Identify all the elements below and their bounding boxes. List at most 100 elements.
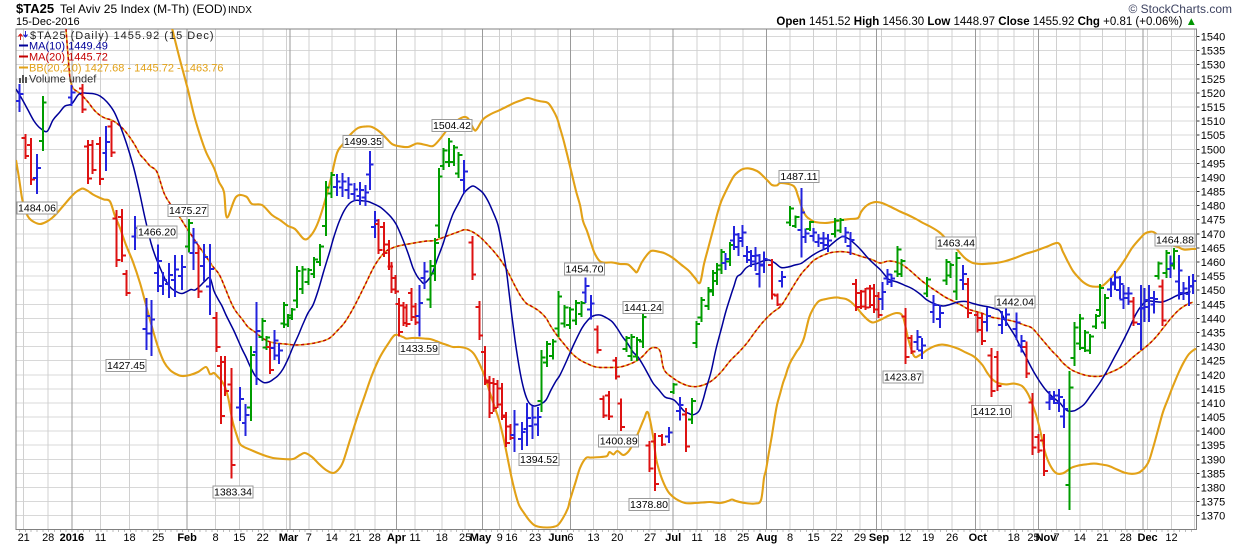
svg-text:INDX: INDX [228, 5, 252, 16]
svg-text:1499.35: 1499.35 [344, 136, 382, 148]
svg-text:1433.59: 1433.59 [400, 343, 438, 355]
svg-text:1380: 1380 [1201, 483, 1225, 495]
svg-text:28: 28 [369, 532, 381, 544]
svg-text:1383.34: 1383.34 [214, 487, 252, 499]
svg-text:Aug: Aug [756, 532, 777, 544]
svg-text:1485: 1485 [1201, 187, 1225, 199]
svg-text:1410: 1410 [1201, 398, 1225, 410]
svg-text:1430: 1430 [1201, 342, 1225, 354]
svg-text:1530: 1530 [1201, 60, 1225, 72]
svg-text:1484.06: 1484.06 [18, 203, 56, 215]
svg-text:BB(20,2.0) 1427.68 - 1445.72 -: BB(20,2.0) 1427.68 - 1445.72 - 1463.76 [29, 63, 223, 75]
svg-text:1475.27: 1475.27 [169, 205, 207, 217]
svg-text:1390: 1390 [1201, 454, 1225, 466]
svg-text:Open 1451.52 High 1456.30 Low: Open 1451.52 High 1456.30 Low 1448.97 Cl… [776, 16, 1197, 28]
svg-text:25: 25 [152, 532, 164, 544]
svg-text:28: 28 [1120, 532, 1132, 544]
svg-text:1475: 1475 [1201, 215, 1225, 227]
svg-text:25: 25 [737, 532, 749, 544]
svg-text:1378.80: 1378.80 [630, 499, 668, 511]
svg-text:1412.10: 1412.10 [973, 406, 1011, 418]
svg-text:9: 9 [497, 532, 503, 544]
svg-text:7: 7 [1054, 532, 1060, 544]
svg-text:11: 11 [691, 532, 702, 544]
svg-text:1490: 1490 [1201, 172, 1225, 184]
svg-text:1464.88: 1464.88 [1156, 235, 1194, 247]
svg-text:1445: 1445 [1201, 299, 1225, 311]
svg-text:1423.87: 1423.87 [884, 372, 922, 384]
svg-text:13: 13 [587, 532, 599, 544]
svg-text:Oct: Oct [969, 532, 988, 544]
svg-text:$TA25 (Daily) 1455.92 (15 Dec): $TA25 (Daily) 1455.92 (15 Dec) [30, 30, 214, 42]
svg-text:1455: 1455 [1201, 271, 1225, 283]
svg-text:Jun: Jun [548, 532, 568, 544]
svg-text:1405: 1405 [1201, 412, 1225, 424]
svg-text:Apr: Apr [387, 532, 407, 544]
svg-text:18: 18 [714, 532, 726, 544]
svg-text:© StockCharts.com: © StockCharts.com [1128, 2, 1232, 16]
svg-text:15: 15 [233, 532, 245, 544]
svg-text:Mar: Mar [279, 532, 299, 544]
svg-text:2016: 2016 [60, 532, 84, 544]
svg-text:1425: 1425 [1201, 356, 1225, 368]
svg-text:16: 16 [505, 532, 517, 544]
svg-text:7: 7 [306, 532, 312, 544]
svg-text:1505: 1505 [1201, 130, 1225, 142]
svg-text:1540: 1540 [1201, 32, 1225, 44]
svg-text:1515: 1515 [1201, 102, 1225, 114]
svg-text:1441.24: 1441.24 [624, 302, 662, 314]
svg-text:28: 28 [42, 532, 54, 544]
svg-text:1370: 1370 [1201, 511, 1225, 523]
svg-text:1525: 1525 [1201, 74, 1225, 86]
svg-text:1385: 1385 [1201, 468, 1225, 480]
svg-text:1394.52: 1394.52 [520, 454, 558, 466]
svg-text:1454.70: 1454.70 [566, 264, 604, 276]
svg-text:11: 11 [95, 532, 106, 544]
svg-text:MA(20) 1445.72: MA(20) 1445.72 [29, 52, 108, 64]
svg-text:Sep: Sep [869, 532, 889, 544]
svg-text:11: 11 [409, 532, 420, 544]
svg-text:May: May [470, 532, 492, 544]
svg-text:1375: 1375 [1201, 497, 1225, 509]
svg-text:1463.44: 1463.44 [937, 238, 975, 250]
svg-text:18: 18 [1008, 532, 1020, 544]
svg-text:Nov: Nov [1036, 532, 1058, 544]
svg-text:23: 23 [529, 532, 541, 544]
svg-text:Feb: Feb [177, 532, 197, 544]
svg-text:29: 29 [854, 532, 866, 544]
svg-text:1400: 1400 [1201, 426, 1225, 438]
svg-text:1395: 1395 [1201, 440, 1225, 452]
svg-text:1495: 1495 [1201, 158, 1225, 170]
svg-text:22: 22 [830, 532, 842, 544]
svg-text:12: 12 [899, 532, 911, 544]
svg-text:8: 8 [213, 532, 219, 544]
svg-text:1442.04: 1442.04 [996, 297, 1034, 309]
svg-text:25: 25 [459, 532, 471, 544]
svg-text:15: 15 [807, 532, 819, 544]
svg-text:15-Dec-2016: 15-Dec-2016 [16, 16, 80, 28]
svg-text:21: 21 [1096, 532, 1108, 544]
svg-text:MA(10) 1449.49: MA(10) 1449.49 [29, 41, 108, 53]
svg-text:1535: 1535 [1201, 46, 1225, 58]
svg-text:Dec: Dec [1138, 532, 1158, 544]
svg-text:22: 22 [257, 532, 269, 544]
svg-text:Tel Aviv 25 Index (M-Th) (EOD): Tel Aviv 25 Index (M-Th) (EOD) [60, 2, 227, 16]
svg-text:1415: 1415 [1201, 384, 1225, 396]
svg-text:18: 18 [436, 532, 448, 544]
svg-text:20: 20 [611, 532, 623, 544]
svg-text:6: 6 [567, 532, 573, 544]
svg-text:26: 26 [946, 532, 958, 544]
svg-text:$TA25: $TA25 [16, 1, 54, 16]
svg-text:1420: 1420 [1201, 370, 1225, 382]
svg-text:1480: 1480 [1201, 201, 1225, 213]
svg-text:8: 8 [787, 532, 793, 544]
svg-text:1450: 1450 [1201, 285, 1225, 297]
svg-text:1440: 1440 [1201, 313, 1225, 325]
svg-text:12: 12 [1165, 532, 1177, 544]
svg-text:1487.11: 1487.11 [780, 171, 817, 183]
svg-text:14: 14 [1074, 532, 1086, 544]
svg-text:Volume undef: Volume undef [29, 74, 97, 86]
svg-text:1510: 1510 [1201, 116, 1225, 128]
svg-text:25: 25 [1027, 532, 1039, 544]
svg-text:1470: 1470 [1201, 229, 1225, 241]
